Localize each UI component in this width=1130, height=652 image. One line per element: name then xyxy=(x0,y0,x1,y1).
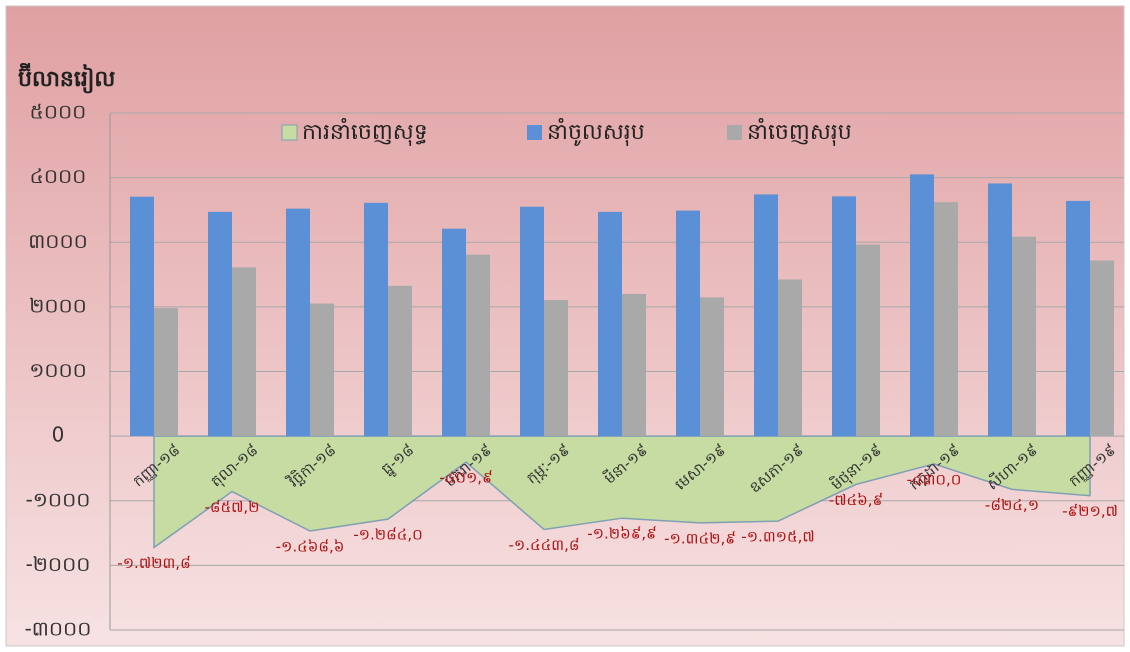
data-label: -៤០១,៩ xyxy=(439,469,492,487)
net-export-area xyxy=(153,435,1091,549)
y-tick-label: 0 xyxy=(52,423,65,447)
bar xyxy=(442,228,466,437)
data-label: -១.៤៦៨,៦ xyxy=(276,538,345,556)
legend-swatch xyxy=(527,125,542,140)
bar xyxy=(130,196,154,437)
y-tick-label: -៣០០០ xyxy=(25,617,92,641)
data-label: -១.៧២៣,៨ xyxy=(117,554,190,572)
data-label: -១.៤៤៣,៨ xyxy=(509,536,580,554)
data-label: -៨២៤,១ xyxy=(985,496,1039,514)
bar xyxy=(208,211,232,437)
bar xyxy=(934,202,958,437)
legend-swatch xyxy=(727,125,742,140)
legend-swatch xyxy=(281,124,298,141)
bar xyxy=(232,267,256,437)
bar xyxy=(856,244,880,437)
bar xyxy=(598,211,622,437)
y-tick-label: ៤០០០ xyxy=(30,164,87,188)
bar xyxy=(1090,260,1114,437)
y-axis-title: ប៊ីលានរៀល xyxy=(18,63,115,94)
bar xyxy=(988,183,1012,437)
bar xyxy=(700,297,724,437)
legend-label: នាំចូលសរុប xyxy=(547,118,645,146)
bar xyxy=(778,279,802,437)
y-tick-label: -២០០០ xyxy=(26,552,91,576)
y-tick-label: ៣០០០ xyxy=(28,229,88,253)
data-label: -៧៤៦,៩ xyxy=(829,491,883,509)
data-label: -៨៥៧,២ xyxy=(204,498,259,516)
bar xyxy=(1066,200,1090,437)
y-tick-label: ១០០០ xyxy=(29,358,87,382)
legend-label: នាំចេញសរុប xyxy=(747,118,852,146)
y-tick-label: -១០០០ xyxy=(26,487,91,511)
bar xyxy=(544,300,568,437)
data-label: -៤៣០,០ xyxy=(907,470,962,488)
bar xyxy=(832,196,856,437)
data-label: -១.២៨៤,០ xyxy=(353,526,423,544)
bar xyxy=(910,174,934,437)
y-tick-label: ៥០០០ xyxy=(30,100,87,124)
bar xyxy=(1012,236,1036,437)
bar xyxy=(520,206,544,437)
bar xyxy=(388,285,412,437)
legend-label: ការនាំចេញសុទ្ធ xyxy=(302,118,428,146)
bar xyxy=(364,202,388,437)
data-label: -១.៣៤២,៩ xyxy=(664,529,736,547)
y-tick-label: ២០០០ xyxy=(29,293,87,317)
bar xyxy=(286,208,310,437)
bar xyxy=(310,303,334,437)
bar xyxy=(622,293,646,437)
bar xyxy=(754,194,778,437)
data-label: -១.៣១៥,៧ xyxy=(741,528,814,546)
data-label: -១.២៦៩,៩ xyxy=(587,525,657,543)
data-label: -៩២១,៧ xyxy=(1062,502,1118,520)
bar xyxy=(466,254,490,437)
bar xyxy=(676,210,700,437)
bar xyxy=(154,308,178,437)
